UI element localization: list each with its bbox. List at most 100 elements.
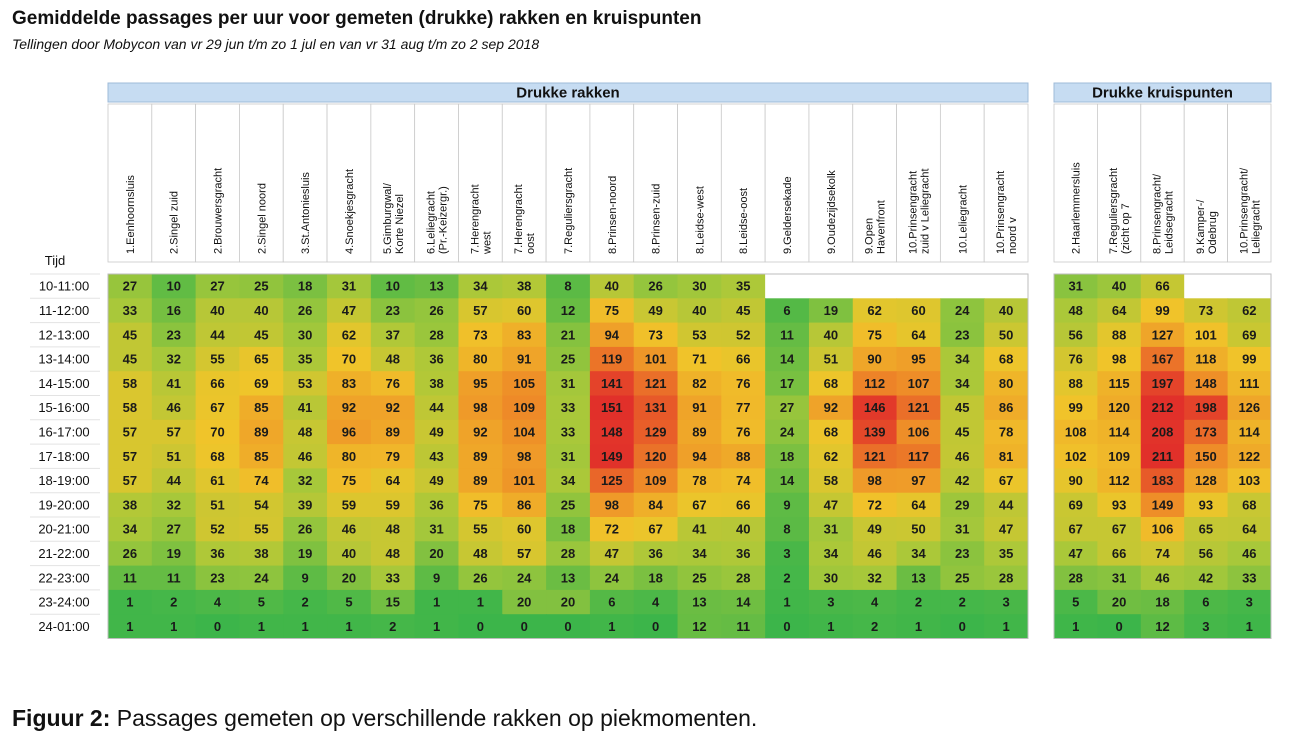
cell-value: 2 <box>915 595 922 610</box>
heat-cell <box>327 492 372 518</box>
heat-cell <box>765 322 810 348</box>
row-label: 24-01:00 <box>38 619 89 634</box>
heat-cell <box>1054 541 1098 567</box>
cell-value: 76 <box>1068 352 1082 367</box>
heat-cell <box>984 614 1029 639</box>
heat-cell <box>1097 468 1142 494</box>
cell-value: 53 <box>298 376 312 391</box>
cell-value: 173 <box>1195 424 1217 439</box>
heat-cell <box>239 444 284 469</box>
heat-cell <box>677 274 722 299</box>
heat-cell <box>852 322 898 348</box>
heat-cell <box>765 565 810 591</box>
heat-cell <box>721 468 766 494</box>
heat-cell <box>633 274 679 299</box>
empty-cell <box>940 274 985 299</box>
heat-cell <box>677 444 722 469</box>
column-header-cell <box>764 103 810 263</box>
cell-value: 36 <box>648 546 662 561</box>
cell-value: 35 <box>298 352 312 367</box>
cell-value: 109 <box>645 473 667 488</box>
heat-cell <box>458 298 503 324</box>
heat-cell <box>195 541 240 567</box>
cell-value: 99 <box>1155 303 1169 318</box>
column-label-line: 9.Open <box>864 218 876 254</box>
column-label-line: 2.Singel noord <box>256 183 268 254</box>
heat-cell <box>852 565 898 591</box>
heat-cell <box>765 541 810 567</box>
column-header-cell <box>107 103 153 263</box>
heat-cell <box>896 395 941 421</box>
column-label-line: 3.St.Antoniesluis <box>300 172 312 254</box>
heat-cell <box>283 346 328 372</box>
cell-value: 51 <box>210 497 224 512</box>
cell-value: 122 <box>1238 449 1260 464</box>
column-label-line: Leidsegracht <box>1164 191 1176 254</box>
cell-value: 31 <box>955 522 969 537</box>
cell-value: 51 <box>166 449 180 464</box>
column-label: 7.Herengracht oost <box>513 184 537 254</box>
heat-cell <box>458 346 503 372</box>
heat-cell <box>765 298 810 324</box>
heat-cell <box>458 274 503 299</box>
cell-value: 48 <box>473 546 487 561</box>
column-header-cell <box>545 103 591 263</box>
heat-cell <box>1140 322 1185 348</box>
heat-cell <box>151 468 197 494</box>
column-label: 10.Prinsengracht zuid v Leliegracht <box>907 168 931 254</box>
row-label: 16-17:00 <box>38 424 89 439</box>
heat-cell <box>108 492 153 518</box>
cell-value: 23 <box>210 570 224 585</box>
heat-cell <box>765 589 810 615</box>
heat-cell <box>589 274 635 299</box>
heat-cell <box>546 346 591 372</box>
cell-value: 102 <box>1065 449 1087 464</box>
cell-value: 83 <box>342 376 356 391</box>
column-label-line: (zicht op 7 <box>1120 203 1132 254</box>
heat-cell <box>546 517 591 542</box>
heat-cell <box>721 322 766 348</box>
cell-value: 46 <box>1155 570 1169 585</box>
cell-value: 76 <box>736 424 750 439</box>
cell-value: 43 <box>429 449 443 464</box>
column-label-line: 7.Reguliersgracht <box>563 168 575 254</box>
heat-cell <box>1184 444 1229 469</box>
heat-cell <box>633 346 679 372</box>
heat-cell <box>721 444 766 469</box>
heat-cell <box>283 492 328 518</box>
column-label-line: 7.Herengracht <box>469 184 481 254</box>
heat-cell <box>108 614 153 639</box>
cell-value: 117 <box>908 449 929 464</box>
heat-cell <box>1140 517 1185 542</box>
heat-cell <box>195 444 240 469</box>
heat-cell <box>765 371 810 396</box>
row-label: 12-13:00 <box>38 327 89 342</box>
heat-cell <box>1227 298 1272 324</box>
column-header-cell <box>896 103 941 263</box>
cell-value: 48 <box>386 546 400 561</box>
cell-value: 14 <box>780 473 795 488</box>
heat-cell <box>677 541 722 567</box>
heat-cell <box>327 541 372 567</box>
cell-value: 13 <box>429 279 443 294</box>
cell-value: 26 <box>429 303 443 318</box>
cell-value: 40 <box>692 303 706 318</box>
heat-cell <box>852 589 898 615</box>
cell-value: 149 <box>601 449 623 464</box>
cell-value: 12 <box>1155 619 1169 634</box>
cell-value: 23 <box>955 327 969 342</box>
cell-value: 96 <box>342 424 356 439</box>
heat-cell <box>808 322 854 348</box>
cell-value: 34 <box>911 546 926 561</box>
heat-cell <box>1054 274 1098 299</box>
cell-value: 34 <box>473 279 488 294</box>
heat-cell <box>239 395 284 421</box>
cell-value: 48 <box>386 522 400 537</box>
cell-value: 47 <box>1068 546 1082 561</box>
cell-value: 0 <box>521 619 528 634</box>
heat-cell <box>852 371 898 396</box>
cell-value: 104 <box>513 424 535 439</box>
cell-value: 111 <box>1239 376 1259 391</box>
cell-value: 11 <box>167 570 181 585</box>
cell-value: 52 <box>210 522 224 537</box>
